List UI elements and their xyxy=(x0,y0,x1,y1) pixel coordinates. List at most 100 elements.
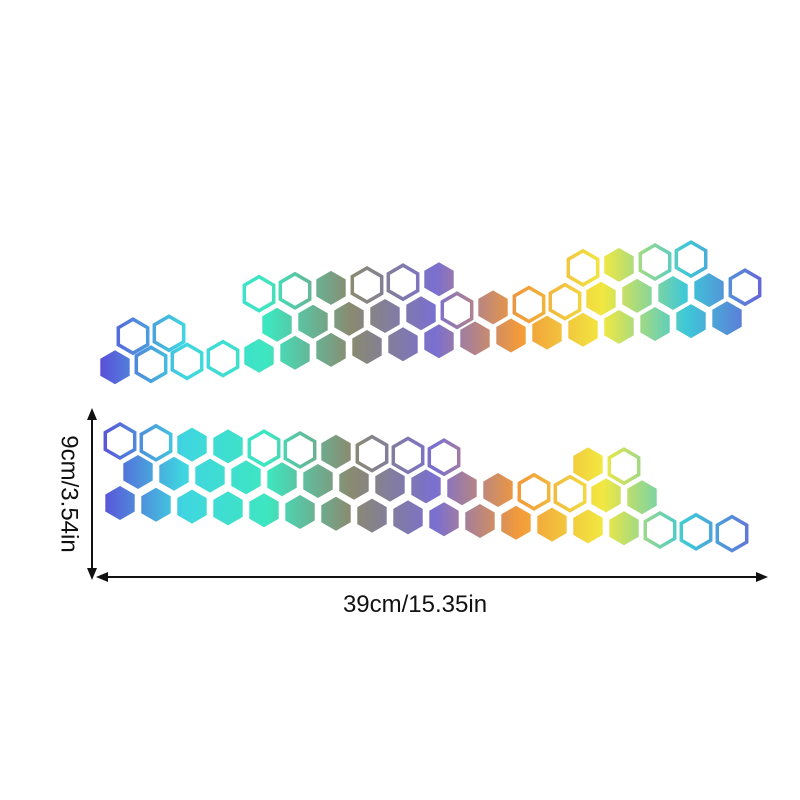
hexagon-shape xyxy=(267,462,297,497)
hexagon-shape xyxy=(429,502,459,537)
hexagon-shape xyxy=(386,263,420,302)
hexagon-shape xyxy=(622,278,652,313)
hexagon-shape xyxy=(177,489,207,524)
hexagon-shape xyxy=(244,338,274,373)
hexagon-shape xyxy=(548,282,582,321)
hexagon-shape xyxy=(532,315,562,350)
hexagon-shape xyxy=(123,455,153,489)
hexagon-shape xyxy=(370,299,400,333)
hexagon-shape xyxy=(501,505,531,540)
hexagon-shape xyxy=(591,478,621,513)
hexagon-shape xyxy=(321,496,351,531)
top-honeycomb-decal xyxy=(100,240,762,385)
hexagon-shape xyxy=(247,429,281,468)
hexagon-shape xyxy=(573,447,603,482)
hexagon-shape xyxy=(100,350,130,385)
width-dimension: 39cm/15.35in xyxy=(96,572,768,618)
hexagon-shape xyxy=(676,304,706,339)
hexagon-shape xyxy=(159,456,189,491)
hexagon-shape xyxy=(643,510,677,550)
hexagon-shape xyxy=(627,480,657,515)
hexagon-shape xyxy=(728,268,762,307)
hexagon-shape xyxy=(249,493,279,528)
hexagon-shape xyxy=(674,240,708,279)
hexagon-shape xyxy=(712,301,742,336)
hexagon-shape xyxy=(321,434,351,469)
hexagon-shape xyxy=(213,429,243,464)
hexagon-shape xyxy=(213,491,243,526)
hexagon-shape xyxy=(465,504,495,538)
hexagon-shape xyxy=(391,436,425,475)
hexagon-shape xyxy=(242,274,276,313)
hexagon-shape xyxy=(586,281,616,316)
hexagon-shape xyxy=(658,276,688,310)
hexagon-shape xyxy=(283,430,317,470)
hexagon-shape xyxy=(715,514,749,553)
hexagon-shape xyxy=(566,248,600,287)
hexagon-shape xyxy=(170,342,204,381)
hexagon-shape xyxy=(316,270,346,305)
hexagon-shape xyxy=(177,427,207,462)
hexagon-shape xyxy=(496,318,526,353)
hexagon-shape xyxy=(424,324,454,359)
hexagon-shape xyxy=(388,327,418,362)
hexagon-shape xyxy=(375,467,405,502)
hexagon-shape xyxy=(478,290,508,325)
hexagon-shape xyxy=(285,495,315,529)
hexagon-shape xyxy=(206,339,240,378)
hexagon-shape xyxy=(604,309,634,344)
hexagon-shape xyxy=(355,434,389,473)
arrow-down-icon xyxy=(87,568,97,580)
hexagon-shape xyxy=(278,271,312,310)
arrow-right-icon xyxy=(756,572,768,582)
hexagon-shape xyxy=(303,464,333,498)
hexagon-shape xyxy=(427,438,461,477)
hexagon-shape xyxy=(512,285,546,324)
hexagon-shape xyxy=(103,421,137,461)
hexagon-shape xyxy=(609,511,639,546)
hexagon-shape xyxy=(424,262,454,297)
hexagon-shape xyxy=(553,474,587,513)
arrow-up-icon xyxy=(87,408,97,420)
hexagon-shape xyxy=(679,512,713,551)
hexagon-shape xyxy=(316,332,346,367)
hexagon-shape xyxy=(141,487,171,522)
hexagon-shape xyxy=(105,486,135,520)
hexagon-shape xyxy=(607,447,641,486)
height-label: 9cm/3.54in xyxy=(56,435,83,552)
hexagon-shape xyxy=(280,335,310,370)
hexagon-shape xyxy=(334,301,364,336)
height-dimension: 9cm/3.54in xyxy=(56,408,97,580)
hexagon-shape xyxy=(298,304,328,339)
hexagon-shape xyxy=(116,317,150,356)
hexagon-shape xyxy=(357,498,387,533)
hexagon-shape xyxy=(517,472,551,511)
hexagon-shape xyxy=(483,473,513,507)
hexagon-shape xyxy=(406,296,436,331)
hexagon-shape xyxy=(231,460,261,495)
hexagon-shape xyxy=(134,345,168,384)
hexagon-shape xyxy=(262,307,292,342)
arrow-left-icon xyxy=(96,572,108,582)
hexagon-shape xyxy=(573,509,603,544)
hexagon-shape xyxy=(440,291,474,330)
hexagon-shape xyxy=(447,471,477,506)
bottom-honeycomb-decal xyxy=(103,421,749,553)
hexagon-shape xyxy=(339,465,369,500)
hexagon-shape xyxy=(640,307,670,341)
hexagon-shape xyxy=(139,423,173,462)
width-label: 39cm/15.35in xyxy=(343,591,487,618)
hexagon-shape xyxy=(195,458,225,493)
hexagon-shape xyxy=(604,247,634,282)
hexagon-shape xyxy=(393,500,423,535)
hexagon-shape xyxy=(638,242,672,282)
hexagon-shape xyxy=(537,507,567,542)
hexagon-shape xyxy=(152,314,186,353)
hexagon-shape xyxy=(411,469,441,504)
hexagon-shape xyxy=(694,273,724,308)
hexagon-shape xyxy=(352,330,382,364)
hexagon-shape xyxy=(568,312,598,347)
hexagon-shape xyxy=(460,321,490,356)
hexagon-shape xyxy=(350,265,384,305)
